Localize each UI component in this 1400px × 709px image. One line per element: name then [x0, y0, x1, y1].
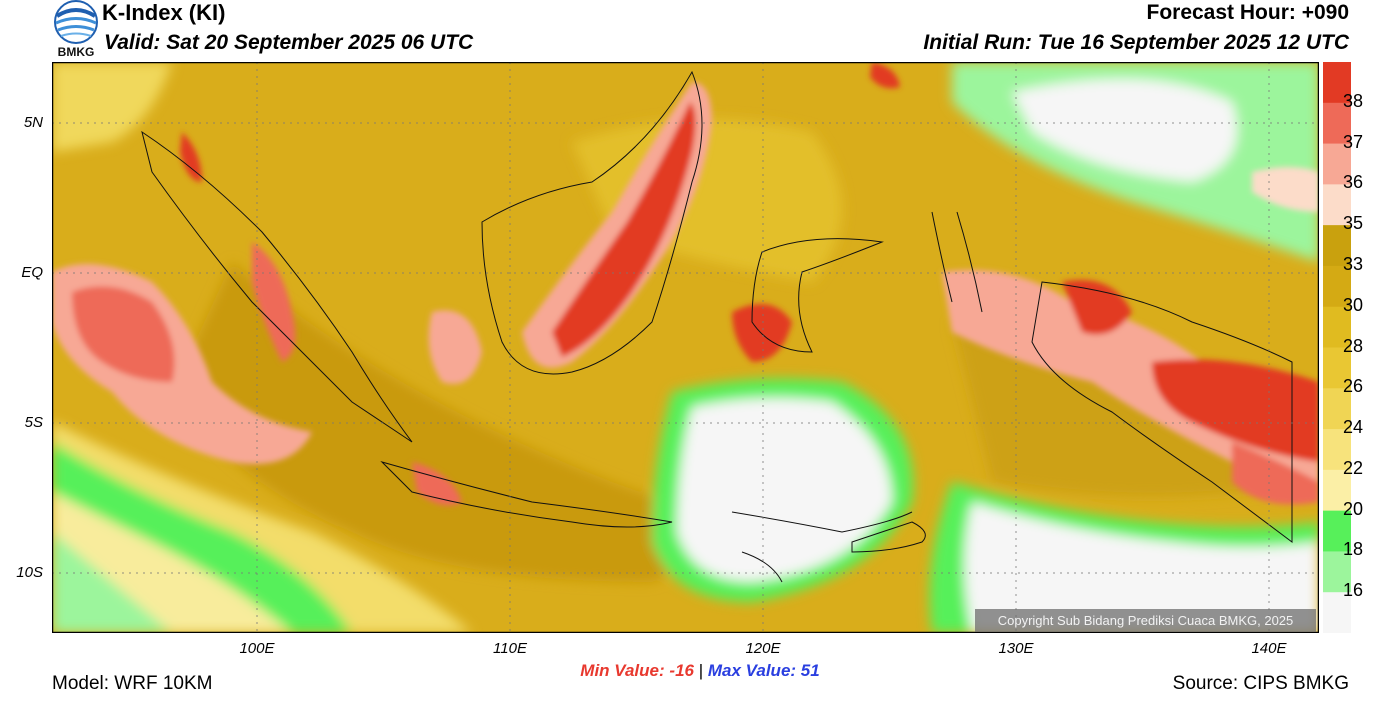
high-ki-zones [52, 62, 1319, 506]
lat-label-5s: 5S [24, 414, 43, 431]
bmkg-logo: BMKG [54, 0, 98, 58]
map-frame [52, 62, 1319, 633]
legend-colorbar [1323, 62, 1351, 633]
graticule [52, 62, 1319, 633]
legend-swatch [1323, 510, 1351, 553]
legend-label: 16 [1342, 580, 1364, 601]
legend-swatch [1323, 265, 1351, 308]
legend-label: 36 [1342, 172, 1364, 193]
k-index-map [52, 62, 1319, 633]
legend-swatch [1323, 469, 1351, 512]
legend-label: 30 [1342, 294, 1364, 315]
lon-label-140e: 140E [1251, 640, 1287, 657]
legend-label: 18 [1342, 539, 1364, 560]
legend-label: 28 [1342, 335, 1364, 356]
legend-swatch [1323, 388, 1351, 430]
valid-time: Valid: Sat 20 September 2025 06 UTC [104, 31, 474, 54]
legend-swatch [1323, 143, 1351, 185]
legend-swatch [1323, 102, 1351, 145]
legend-label: 35 [1342, 213, 1364, 234]
lon-label-100e: 100E [239, 640, 275, 657]
legend-swatch [1323, 551, 1351, 593]
legend-swatch [1323, 429, 1351, 471]
lon-label-110e: 110E [493, 640, 527, 657]
source-label: Source: CIPS BMKG [1172, 673, 1349, 694]
map-title: K-Index (KI) [102, 0, 226, 25]
legend-swatch [1323, 347, 1351, 389]
legend-label: 38 [1342, 90, 1364, 111]
legend-swatch [1323, 62, 1351, 104]
legend-label: 22 [1342, 457, 1364, 478]
legend-swatch [1323, 592, 1351, 633]
min-value-label: Min Value: [580, 661, 665, 680]
legend-label: 37 [1342, 131, 1364, 152]
min-value: -16 [669, 661, 694, 680]
min-max-summary: Min Value: -16 | Max Value: 51 [0, 661, 1400, 681]
legend-swatch [1323, 225, 1351, 267]
lon-label-130e: 130E [998, 640, 1034, 657]
legend-label: 24 [1342, 417, 1364, 438]
logo-text: BMKG [58, 45, 95, 58]
forecast-hour: Forecast Hour: +090 [1146, 1, 1350, 24]
coastlines [141, 70, 1293, 583]
copyright-note: Copyright Sub Bidang Prediksi Cuaca BMKG… [975, 609, 1316, 632]
max-value: 51 [800, 661, 820, 680]
legend-swatch [1323, 306, 1351, 349]
stats-separator: | [698, 661, 704, 680]
legend-swatch [1323, 184, 1351, 226]
lon-label-120e: 120E [745, 640, 781, 657]
legend-label: 33 [1342, 253, 1364, 274]
lat-label-eq: EQ [21, 264, 43, 281]
model-label: Model: WRF 10KM [52, 673, 213, 694]
lat-label-10s: 10S [16, 564, 43, 581]
legend-label: 26 [1342, 376, 1364, 397]
max-value-label: Max Value: [707, 661, 797, 680]
lat-label-5n: 5N [23, 114, 43, 131]
initial-run: Initial Run: Tue 16 September 2025 12 UT… [923, 31, 1349, 54]
legend-label: 20 [1342, 498, 1364, 519]
